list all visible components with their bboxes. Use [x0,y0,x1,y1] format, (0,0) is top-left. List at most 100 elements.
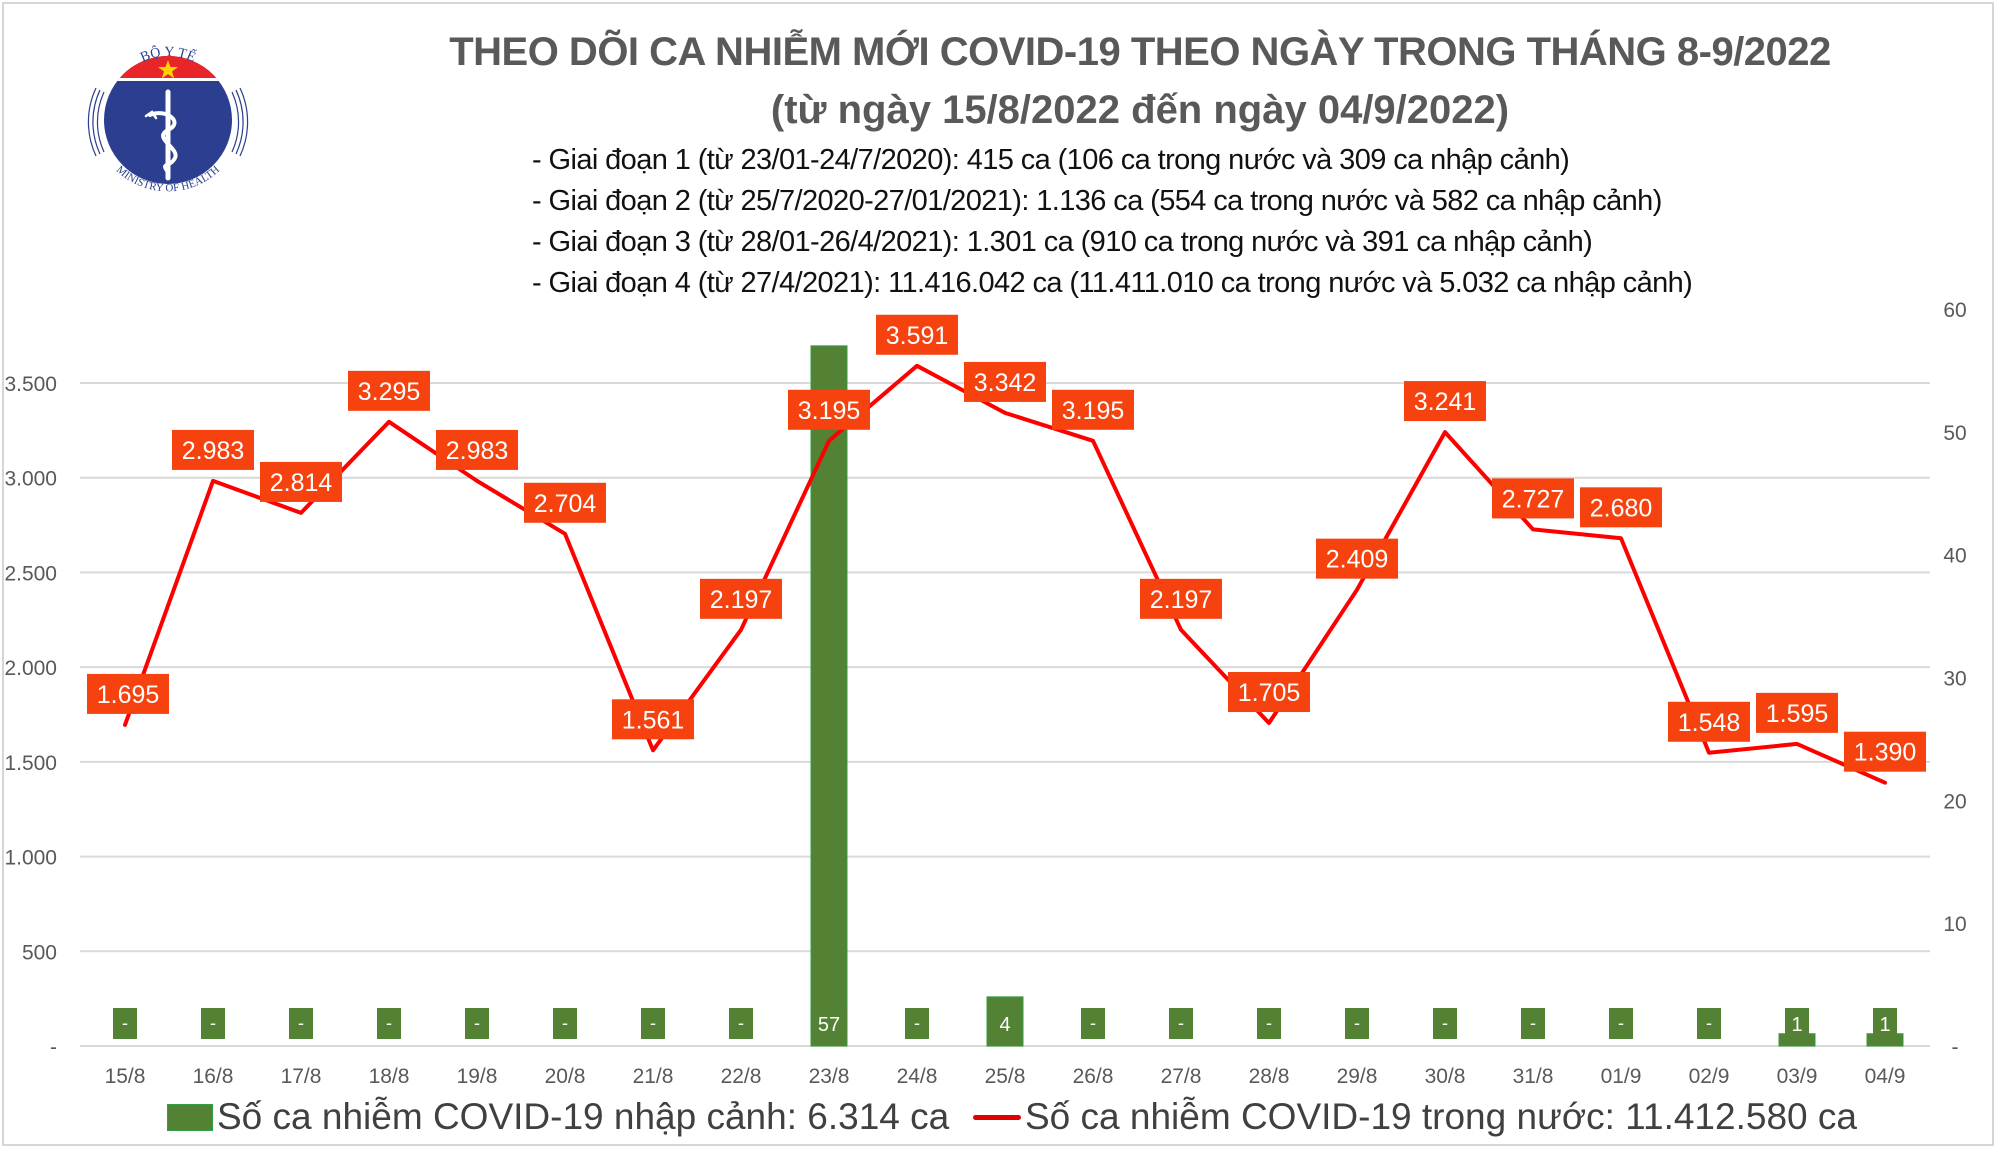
bar-data-label-box [1345,1008,1369,1039]
star-icon [158,60,178,79]
line-series [123,363,1887,785]
line-data-label: 2.197 [1150,586,1213,614]
chart-subtitle: (từ ngày 15/8/2022 đến ngày 04/9/2022) [770,88,1510,132]
left-axis-tick-label: 2.500 [4,562,57,585]
right-axis-tick-label: 10 [1943,913,1966,936]
line-data-label-box [876,314,958,355]
bar-data-label: - [474,1013,480,1033]
logo-top-text: BỘ Y TẾ [138,43,198,65]
line-data-label-box [524,482,606,523]
right-axis-tick-label: 40 [1943,545,1966,568]
line-data-label-box [348,370,430,411]
left-axis-tick-label: - [50,1036,57,1059]
bar-data-label: 1 [1791,1014,1802,1036]
x-axis-tick-label: 19/8 [457,1065,498,1088]
caduceus-icon [144,89,178,181]
line-data-label: 2.409 [1326,546,1389,574]
line-data-label: 3.295 [358,378,421,406]
right-axis-tick-label: 20 [1943,790,1966,813]
x-axis-tick-label: 20/8 [545,1065,586,1088]
x-axis-tick-label: 03/9 [1777,1065,1818,1088]
line-data-label-box [1668,701,1750,742]
bar-data-label-box [1873,1008,1897,1039]
x-axis-tick-label: 31/8 [1513,1065,1554,1088]
left-axis-tick-label: 2.000 [4,657,57,680]
x-axis-tick-label: 29/8 [1337,1065,1378,1088]
bar-data-label: 4 [999,1014,1010,1036]
bar-data-label-box [1521,1008,1545,1039]
line-data-label-box [1844,731,1926,772]
bar-data-label: - [562,1013,568,1033]
bar [810,345,848,1047]
legend-item-imported: Số ca nhiễm COVID-19 nhập cảnh: 6.314 ca [167,1092,949,1142]
bar-series: - - - - - - - - 57 - 4 - - - - - - - - 1 1 [113,345,1904,1047]
line-data-label-box [700,578,782,619]
x-axis-tick-label: 22/8 [721,1065,762,1088]
legend-item-domestic: Số ca nhiễm COVID-19 trong nước: 11.412.… [973,1092,1857,1142]
stage-summary-list: - Giai đoạn 1 (từ 23/01-24/7/2020): 415 … [532,140,1693,304]
stage-summary-item: - Giai đoạn 4 (từ 27/4/2021): 11.416.042… [532,267,1693,299]
x-axis-tick-label: 28/8 [1249,1065,1290,1088]
right-axis-tick-label: 60 [1943,299,1966,322]
legend-label-imported: Số ca nhiễm COVID-19 nhập cảnh: 6.314 ca [217,1096,950,1137]
bar-data-label: - [914,1013,920,1033]
x-axis-tick-label: 01/9 [1601,1065,1642,1088]
line-data-label: 1.561 [622,706,685,734]
line-data-label: 2.680 [1590,494,1653,522]
line-data-label-box [1580,487,1662,528]
line-data-label: 2.704 [534,490,597,518]
left-axis: - 500 1.000 1.500 2.000 2.500 3.000 3.500 [4,373,57,1059]
gridlines [80,382,1930,1047]
line-data-label: 2.727 [1502,485,1565,513]
line-data-label: 3.342 [974,369,1037,397]
x-axis-tick-label: 27/8 [1161,1065,1202,1088]
line-data-label-box [964,361,1046,402]
bar-data-label-box [289,1008,313,1039]
bar-data-label: - [1618,1013,1624,1033]
bar-data-label-box [377,1008,401,1039]
x-axis-tick-label: 25/8 [985,1065,1026,1088]
bar-data-label-box [1081,1008,1105,1039]
line-data-label: 2.197 [710,586,773,614]
bar-data-label-box [993,1008,1017,1039]
line-data-label-box [1404,381,1486,422]
bar-data-label-box [905,1008,929,1039]
line-data-label-box [788,389,870,430]
line-data-label: 1.390 [1854,739,1917,767]
bar-data-label: - [1090,1013,1096,1033]
bar-data-label: - [1266,1013,1272,1033]
bar-data-label-box [465,1008,489,1039]
right-axis: - 10 20 30 40 50 60 [1943,299,1966,1059]
line-data-label: 2.814 [270,469,333,497]
legend-label-domestic: Số ca nhiễm COVID-19 trong nước: 11.412.… [1025,1096,1857,1137]
bar-data-label: - [122,1013,128,1033]
bar-data-label-box [1169,1008,1193,1039]
bar-data-label-box [1785,1008,1809,1039]
line-data-label: 1.595 [1766,700,1829,728]
left-axis-tick-label: 500 [22,941,57,964]
bar-data-label-box [729,1008,753,1039]
line-data-label: 1.705 [1238,679,1301,707]
left-axis-tick-label: 3.000 [4,468,57,491]
line-data-label: 3.195 [1062,397,1125,425]
bar-data-label-box [641,1008,665,1039]
x-axis-tick-label: 16/8 [193,1065,234,1088]
line-data-label-box [612,699,694,740]
bar-data-label: - [1530,1013,1536,1033]
bar-data-label: - [386,1013,392,1033]
x-axis-tick-label: 23/8 [809,1065,850,1088]
x-axis-tick-label: 02/9 [1689,1065,1730,1088]
right-axis-tick-label: - [1952,1036,1959,1059]
legend-line-swatch [973,1114,1021,1120]
left-axis-tick-label: 1.500 [4,752,57,775]
line-data-label: 2.983 [446,437,509,465]
line-data-label-box [1492,478,1574,519]
line-data-label-box [87,673,169,714]
bar-data-label: - [1354,1013,1360,1033]
bar-data-label: - [1178,1013,1184,1033]
line-data-label-box [172,429,254,470]
line-data-label: 3.591 [886,322,949,350]
bar-data-label: - [650,1013,656,1033]
logo-rings [87,87,249,157]
